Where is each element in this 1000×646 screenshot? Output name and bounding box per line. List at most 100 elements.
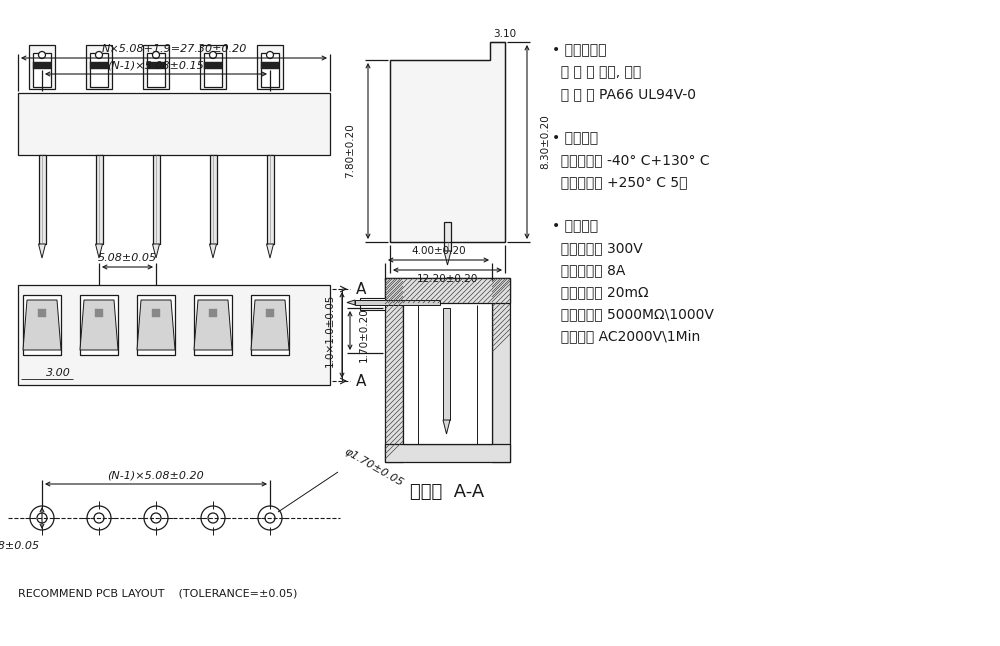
Text: 4.00±0.20: 4.00±0.20 <box>411 246 466 256</box>
Polygon shape <box>210 244 216 258</box>
Text: 12.20±0.20: 12.20±0.20 <box>417 274 478 284</box>
Bar <box>360 298 385 310</box>
Bar <box>137 295 175 355</box>
Bar <box>152 155 160 244</box>
Bar <box>492 278 510 462</box>
Text: 3.00: 3.00 <box>46 368 71 378</box>
Text: • 机械性能: • 机械性能 <box>552 131 598 145</box>
Text: 额定电压： 300V: 额定电压： 300V <box>552 241 643 255</box>
Bar <box>194 295 232 355</box>
Text: 温度范围： -40° C+130° C: 温度范围： -40° C+130° C <box>552 153 710 167</box>
Text: • 电气性能: • 电气性能 <box>552 219 598 233</box>
Circle shape <box>258 506 282 530</box>
Circle shape <box>208 513 218 523</box>
Bar <box>355 300 440 305</box>
Circle shape <box>94 513 104 523</box>
Circle shape <box>201 506 225 530</box>
Bar <box>86 45 112 89</box>
Text: 剖面图  A-A: 剖面图 A-A <box>410 483 485 501</box>
Bar <box>257 45 283 89</box>
Bar <box>80 295 118 355</box>
Circle shape <box>144 506 168 530</box>
Bar <box>33 62 51 69</box>
Text: 8.30±0.20: 8.30±0.20 <box>540 114 550 169</box>
Polygon shape <box>152 244 160 258</box>
Bar <box>385 278 510 303</box>
Bar <box>210 155 216 244</box>
Bar <box>147 53 165 87</box>
Bar <box>90 53 108 87</box>
Text: A: A <box>356 373 366 388</box>
Polygon shape <box>137 300 175 350</box>
Bar <box>29 45 55 89</box>
Polygon shape <box>80 300 118 350</box>
Circle shape <box>38 52 46 59</box>
Circle shape <box>210 52 216 59</box>
Bar <box>209 309 217 317</box>
Text: (N-1)×5.08±0.15: (N-1)×5.08±0.15 <box>108 60 204 70</box>
Polygon shape <box>444 251 451 265</box>
Text: 瞬时温度： +250° C 5秒: 瞬时温度： +250° C 5秒 <box>552 175 688 189</box>
Bar <box>261 62 279 69</box>
Bar <box>403 278 492 444</box>
Bar <box>266 155 274 244</box>
Polygon shape <box>390 42 505 242</box>
Text: 1.0×1.0±0.05: 1.0×1.0±0.05 <box>325 293 335 367</box>
Text: (N-1)×5.08±0.20: (N-1)×5.08±0.20 <box>108 470 204 480</box>
Bar <box>204 53 222 87</box>
Text: 3.10: 3.10 <box>493 29 516 39</box>
Circle shape <box>151 513 161 523</box>
Text: 7.80±0.20: 7.80±0.20 <box>345 123 355 178</box>
Text: φ1.70±0.05: φ1.70±0.05 <box>343 446 405 488</box>
Polygon shape <box>38 244 46 258</box>
Text: 耐电压： AC2000V\1Min: 耐电压： AC2000V\1Min <box>552 329 700 343</box>
Bar <box>443 308 450 420</box>
Circle shape <box>265 513 275 523</box>
Text: 绝缘电阔： 5000MΩ\1000V: 绝缘电阔： 5000MΩ\1000V <box>552 307 714 321</box>
Bar <box>266 309 274 317</box>
Bar <box>23 295 61 355</box>
Text: 塑 件 ： PA66 UL94V-0: 塑 件 ： PA66 UL94V-0 <box>552 87 696 101</box>
Bar <box>385 444 510 462</box>
Bar <box>33 53 51 87</box>
Polygon shape <box>347 300 355 305</box>
Bar <box>38 309 46 317</box>
Circle shape <box>96 52 103 59</box>
Polygon shape <box>194 300 232 350</box>
Text: 接触电阔： 20mΩ: 接触电阔： 20mΩ <box>552 285 649 299</box>
Bar <box>95 309 103 317</box>
Polygon shape <box>266 244 274 258</box>
Bar <box>251 295 289 355</box>
Bar <box>152 309 160 317</box>
Bar <box>200 45 226 89</box>
Circle shape <box>30 506 54 530</box>
Bar <box>18 93 330 155</box>
Circle shape <box>87 506 111 530</box>
Polygon shape <box>96 244 103 258</box>
Bar <box>204 62 222 69</box>
Bar <box>147 62 165 69</box>
Bar <box>18 285 330 385</box>
Text: 额定电流： 8A: 额定电流： 8A <box>552 263 625 277</box>
Polygon shape <box>251 300 289 350</box>
Bar <box>143 45 169 89</box>
Polygon shape <box>23 300 61 350</box>
Text: 焊 针 ： 黄铜, 镀锡: 焊 针 ： 黄铜, 镀锡 <box>552 65 641 79</box>
Bar <box>90 62 108 69</box>
Bar <box>96 155 103 244</box>
Text: A: A <box>356 282 366 297</box>
Text: 1.70±0.20: 1.70±0.20 <box>359 307 369 362</box>
Polygon shape <box>443 420 450 434</box>
Text: RECOMMEND PCB LAYOUT    (TOLERANCE=±0.05): RECOMMEND PCB LAYOUT (TOLERANCE=±0.05) <box>18 588 297 598</box>
Text: • 材质及电阔: • 材质及电阔 <box>552 43 606 57</box>
Bar <box>38 155 46 244</box>
Bar <box>261 53 279 87</box>
Text: 5.08±0.05: 5.08±0.05 <box>0 541 40 551</box>
Bar <box>385 278 403 462</box>
Text: 5.08±0.05: 5.08±0.05 <box>98 253 157 263</box>
Circle shape <box>152 52 160 59</box>
Circle shape <box>266 52 274 59</box>
Bar <box>444 222 451 251</box>
Text: N×5.08+1.9=27.30±0.20: N×5.08+1.9=27.30±0.20 <box>101 44 247 54</box>
Circle shape <box>37 513 47 523</box>
